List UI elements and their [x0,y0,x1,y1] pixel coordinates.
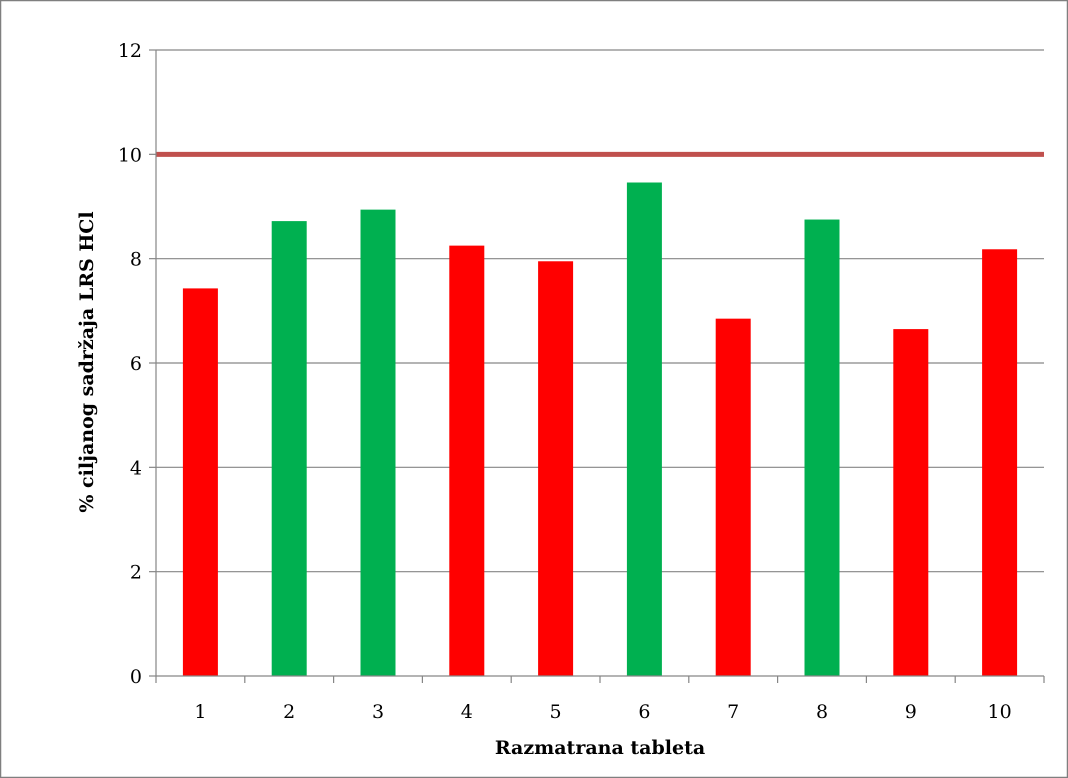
bar-3 [360,209,396,676]
y-tick-label: 10 [118,144,142,166]
bars [182,182,1018,676]
x-tick-label: 4 [461,701,473,723]
y-axis-title: % ciljanog sadržaja LRS HCl [76,211,98,512]
x-tick-label: 9 [905,701,917,723]
bar-9 [893,329,929,676]
bar-10 [982,249,1018,676]
x-tick-label: 1 [194,701,206,723]
y-tick-label: 2 [130,562,142,584]
bar-1 [182,288,218,676]
bar-8 [804,219,840,676]
x-tick-label: 6 [638,701,650,723]
x-tick-label: 8 [816,701,828,723]
x-tick-label: 3 [372,701,384,723]
x-tick-label: 10 [988,701,1012,723]
bar-2 [271,221,307,676]
x-tick-label: 7 [727,701,739,723]
x-tick-label: 5 [550,701,562,723]
bar-6 [626,182,662,676]
x-tick-label: 2 [283,701,295,723]
y-tick-label: 12 [118,40,142,62]
y-tick-label: 4 [130,457,142,479]
x-axis-title: Razmatrana tableta [495,737,705,759]
y-tick-label: 0 [130,666,142,688]
bar-5 [538,261,574,676]
y-tick-label: 6 [130,353,142,375]
bar-7 [715,318,751,676]
bar-4 [449,245,485,676]
y-tick-label: 8 [130,249,142,271]
axes [149,49,1045,683]
